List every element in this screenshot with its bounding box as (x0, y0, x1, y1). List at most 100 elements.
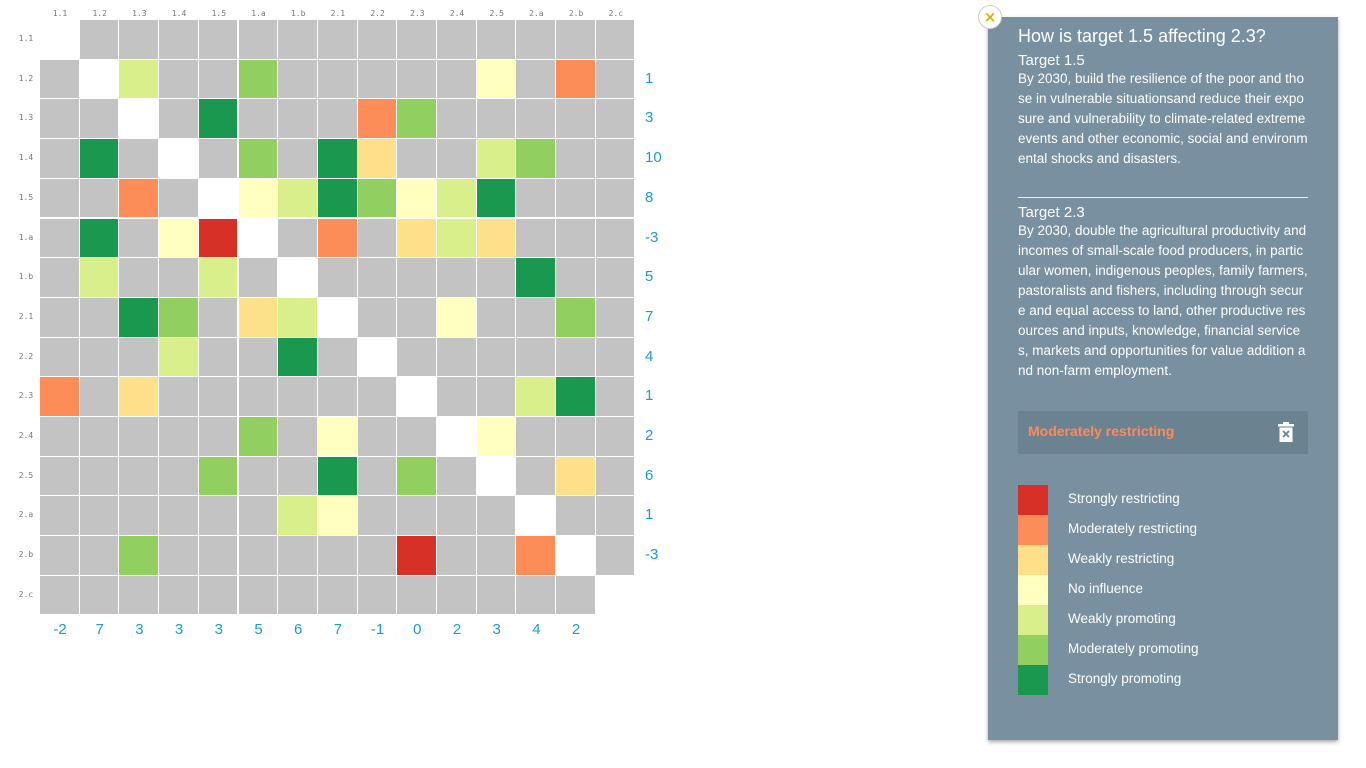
matrix-cell-1.b-1.2[interactable] (79, 258, 119, 297)
matrix-cell-2.a-1.4[interactable] (159, 496, 198, 536)
trash-icon[interactable] (1278, 422, 1294, 442)
matrix-cell-2.1-2.b[interactable] (556, 297, 595, 337)
matrix-cell-2.4-2.2[interactable] (357, 417, 397, 456)
matrix-cell-2.3-2.4[interactable] (437, 377, 476, 416)
matrix-cell-1.2-2.1[interactable] (317, 59, 357, 99)
matrix-cell-2.b-1.b[interactable] (278, 536, 317, 575)
matrix-cell-1.2-2.5[interactable] (476, 59, 516, 99)
matrix-cell-1.b-2.5[interactable] (476, 258, 516, 297)
matrix-cell-2.2-2.a[interactable] (516, 337, 556, 377)
matrix-cell-2.2-1.2[interactable] (79, 337, 119, 377)
matrix-cell-1.1-1.4[interactable] (159, 20, 198, 59)
matrix-cell-2.1-1.3[interactable] (119, 297, 159, 337)
matrix-cell-1.2-2.b[interactable] (556, 59, 595, 99)
matrix-cell-2.c-2.b[interactable] (556, 575, 595, 615)
matrix-cell-2.2-2.c[interactable] (595, 337, 635, 377)
matrix-cell-2.1-1.a[interactable] (238, 297, 278, 337)
matrix-cell-1.3-2.b[interactable] (556, 99, 595, 139)
matrix-cell-1.1-1.a[interactable] (238, 20, 278, 59)
matrix-cell-1.5-1.3[interactable] (119, 178, 159, 218)
matrix-cell-2.1-1.b[interactable] (278, 297, 317, 337)
matrix-cell-2.5-1.a[interactable] (238, 456, 278, 496)
matrix-cell-2.5-1.b[interactable] (278, 456, 317, 496)
matrix-cell-2.c-2.3[interactable] (397, 575, 436, 615)
matrix-cell-1.1-1.b[interactable] (278, 20, 317, 59)
matrix-cell-1.1-2.4[interactable] (437, 20, 476, 59)
matrix-cell-2.1-2.5[interactable] (476, 297, 516, 337)
matrix-cell-2.3-2.b[interactable] (556, 377, 595, 416)
matrix-cell-1.b-1.4[interactable] (159, 258, 198, 297)
matrix-cell-2.b-2.5[interactable] (476, 536, 516, 575)
matrix-cell-2.2-1.3[interactable] (119, 337, 159, 377)
matrix-cell-1.2-1.a[interactable] (238, 59, 278, 99)
matrix-cell-2.a-1.3[interactable] (119, 496, 159, 536)
matrix-cell-2.a-1.2[interactable] (79, 496, 119, 536)
matrix-cell-2.2-1.1[interactable] (40, 337, 79, 377)
matrix-cell-2.c-2.2[interactable] (357, 575, 397, 615)
matrix-cell-2.3-1.a[interactable] (238, 377, 278, 416)
matrix-cell-2.b-1.1[interactable] (40, 536, 79, 575)
matrix-cell-1.5-2.b[interactable] (556, 178, 595, 218)
matrix-cell-2.b-2.4[interactable] (437, 536, 476, 575)
matrix-cell-1.5-2.4[interactable] (437, 178, 476, 218)
matrix-cell-1.1-2.a[interactable] (516, 20, 556, 59)
matrix-cell-1.a-2.2[interactable] (357, 218, 397, 258)
matrix-cell-2.1-2.c[interactable] (595, 297, 635, 337)
matrix-cell-1.5-1.4[interactable] (159, 178, 198, 218)
close-panel-button[interactable]: × (978, 5, 1002, 29)
matrix-cell-2.5-2.3[interactable] (397, 456, 436, 496)
matrix-cell-1.1-1.2[interactable] (79, 20, 119, 59)
matrix-cell-2.5-1.3[interactable] (119, 456, 159, 496)
matrix-cell-2.3-2.2[interactable] (357, 377, 397, 416)
matrix-cell-1.1-2.1[interactable] (317, 20, 357, 59)
matrix-cell-1.5-2.2[interactable] (357, 178, 397, 218)
matrix-cell-2.1-2.a[interactable] (516, 297, 556, 337)
matrix-cell-2.b-2.a[interactable] (516, 536, 556, 575)
matrix-cell-2.a-2.5[interactable] (476, 496, 516, 536)
matrix-cell-2.3-1.5[interactable] (198, 377, 238, 416)
matrix-cell-2.3-1.1[interactable] (40, 377, 79, 416)
matrix-cell-1.4-1.1[interactable] (40, 139, 79, 178)
matrix-cell-2.c-1.5[interactable] (198, 575, 238, 615)
matrix-cell-2.5-1.5[interactable] (198, 456, 238, 496)
matrix-cell-2.2-2.4[interactable] (437, 337, 476, 377)
matrix-cell-1.3-1.5[interactable] (198, 99, 238, 139)
matrix-cell-1.5-2.a[interactable] (516, 178, 556, 218)
matrix-cell-2.4-2.a[interactable] (516, 417, 556, 456)
matrix-cell-2.2-2.3[interactable] (397, 337, 436, 377)
matrix-cell-2.a-2.3[interactable] (397, 496, 436, 536)
matrix-cell-1.a-1.4[interactable] (159, 218, 198, 258)
matrix-cell-2.c-2.5[interactable] (476, 575, 516, 615)
matrix-cell-2.b-2.c[interactable] (595, 536, 635, 575)
matrix-cell-2.a-2.1[interactable] (317, 496, 357, 536)
matrix-cell-2.b-2.3[interactable] (397, 536, 436, 575)
matrix-cell-1.b-2.c[interactable] (595, 258, 635, 297)
matrix-cell-1.3-1.b[interactable] (278, 99, 317, 139)
matrix-cell-1.4-2.3[interactable] (397, 139, 436, 178)
matrix-cell-1.3-1.a[interactable] (238, 99, 278, 139)
matrix-cell-2.b-2.2[interactable] (357, 536, 397, 575)
matrix-cell-2.a-2.4[interactable] (437, 496, 476, 536)
matrix-cell-1.2-1.3[interactable] (119, 59, 159, 99)
matrix-cell-2.c-2.4[interactable] (437, 575, 476, 615)
matrix-cell-2.3-2.1[interactable] (317, 377, 357, 416)
matrix-cell-2.c-2.a[interactable] (516, 575, 556, 615)
matrix-cell-1.3-2.c[interactable] (595, 99, 635, 139)
matrix-cell-2.3-1.2[interactable] (79, 377, 119, 416)
matrix-cell-1.2-2.4[interactable] (437, 59, 476, 99)
matrix-cell-1.b-2.4[interactable] (437, 258, 476, 297)
matrix-cell-1.4-1.2[interactable] (79, 139, 119, 178)
matrix-cell-2.1-1.4[interactable] (159, 297, 198, 337)
matrix-cell-1.4-2.a[interactable] (516, 139, 556, 178)
matrix-cell-1.3-2.5[interactable] (476, 99, 516, 139)
matrix-cell-1.a-2.4[interactable] (437, 218, 476, 258)
matrix-cell-1.1-1.3[interactable] (119, 20, 159, 59)
matrix-cell-2.5-1.1[interactable] (40, 456, 79, 496)
matrix-cell-2.c-2.1[interactable] (317, 575, 357, 615)
matrix-cell-2.c-1.3[interactable] (119, 575, 159, 615)
matrix-cell-2.2-2.b[interactable] (556, 337, 595, 377)
matrix-cell-1.3-2.2[interactable] (357, 99, 397, 139)
matrix-cell-2.4-1.5[interactable] (198, 417, 238, 456)
matrix-cell-2.5-2.c[interactable] (595, 456, 635, 496)
matrix-cell-1.2-2.a[interactable] (516, 59, 556, 99)
